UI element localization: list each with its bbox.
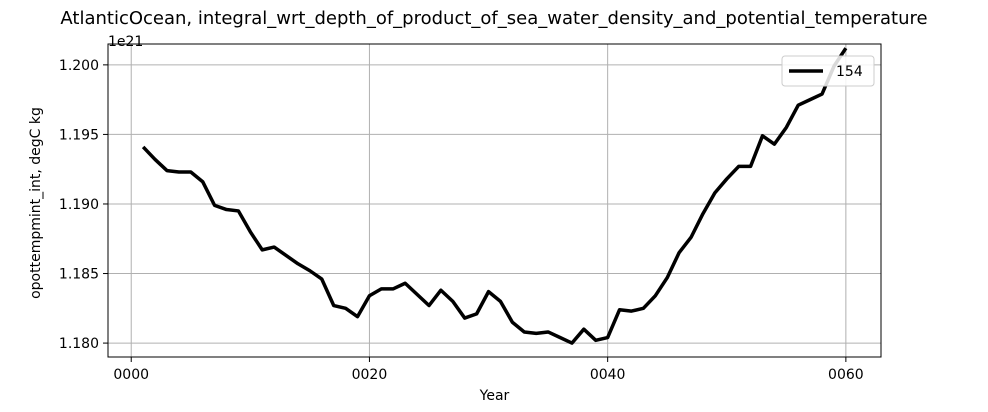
- y-axis-label: opottempmint_int, degC kg: [28, 107, 44, 299]
- x-axis: 0000 0020 0040 0060: [113, 357, 864, 383]
- grid: [108, 44, 881, 357]
- series-layer: [141, 47, 848, 345]
- y-offset-label: 1e21: [108, 34, 143, 50]
- y-tick-label: 1.200: [59, 58, 99, 74]
- x-axis-label: Year: [479, 388, 510, 404]
- y-tick-label: 1.195: [59, 127, 99, 143]
- chart-title: AtlanticOcean, integral_wrt_depth_of_pro…: [60, 8, 927, 29]
- y-tick-label: 1.180: [59, 336, 99, 352]
- legend: 154: [781, 55, 875, 87]
- x-tick-label: 0020: [352, 367, 388, 383]
- legend-box: [781, 55, 875, 87]
- y-tick-label: 1.190: [59, 197, 99, 213]
- x-tick-label: 0000: [113, 367, 149, 383]
- y-tick-label: 1.185: [59, 267, 99, 283]
- x-tick-label: 0060: [828, 367, 864, 383]
- series-line-154: [141, 47, 848, 345]
- plot-frame: [107, 43, 882, 358]
- x-tick-label: 0040: [590, 367, 626, 383]
- y-axis: 1.180 1.185 1.190 1.195 1.200: [59, 58, 108, 352]
- legend-label: 154: [836, 64, 863, 80]
